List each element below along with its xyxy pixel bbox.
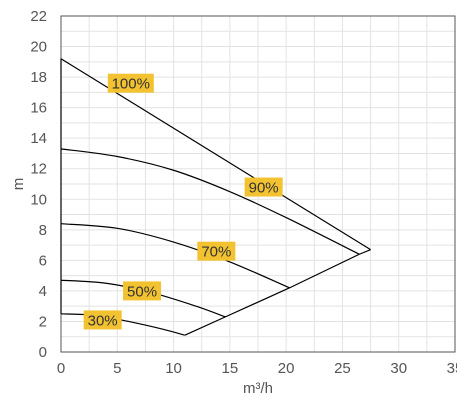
curve-label: 30% [88, 312, 118, 329]
y-tick-label: 0 [39, 344, 47, 361]
curve-label-box [107, 73, 154, 93]
curve-100-percent [60, 58, 371, 251]
curve-70-percent [60, 223, 290, 289]
x-tick-label: 20 [278, 360, 295, 377]
x-tick-label: 25 [334, 360, 351, 377]
curve-labels: 100% 90% 70% 50% 30% [83, 73, 283, 330]
x-tick-label: 30 [390, 360, 407, 377]
x-tick-label: 15 [222, 360, 239, 377]
y-tick-label: 20 [30, 39, 47, 56]
curve-label-box [197, 241, 236, 261]
curve-30-percent [60, 313, 185, 336]
x-tick-label: 0 [57, 360, 65, 377]
y-tick-label: 12 [30, 161, 47, 178]
curve-label-box [83, 310, 122, 330]
x-tick-label: 5 [113, 360, 121, 377]
curve-label: 90% [249, 180, 279, 197]
y-axis-title: m [10, 178, 27, 191]
y-tick-label: 8 [39, 222, 47, 239]
curve-label-box [123, 281, 162, 301]
x-axis-title: m³/h [243, 380, 273, 397]
y-tick-label: 10 [30, 191, 47, 208]
y-tick-label: 18 [30, 69, 47, 86]
curve-label: 100% [112, 76, 150, 93]
tick-labels: 0 5 10 15 20 25 30 35 0 2 4 6 8 10 12 14 16 18 20 22 [30, 8, 457, 377]
y-tick-label: 2 [39, 313, 47, 330]
x-tick-label: 10 [165, 360, 182, 377]
y-tick-label: 6 [39, 252, 47, 269]
curve-90-percent [60, 148, 360, 255]
y-tick-label: 22 [30, 8, 47, 25]
y-tick-label: 16 [30, 100, 47, 117]
curves [60, 58, 371, 336]
curve-label: 50% [127, 283, 157, 300]
y-tick-label: 14 [30, 130, 47, 147]
curve-label: 70% [201, 244, 231, 261]
x-tick-label: 35 [447, 360, 457, 377]
curve-label-box [244, 177, 283, 197]
y-tick-label: 4 [39, 283, 47, 300]
